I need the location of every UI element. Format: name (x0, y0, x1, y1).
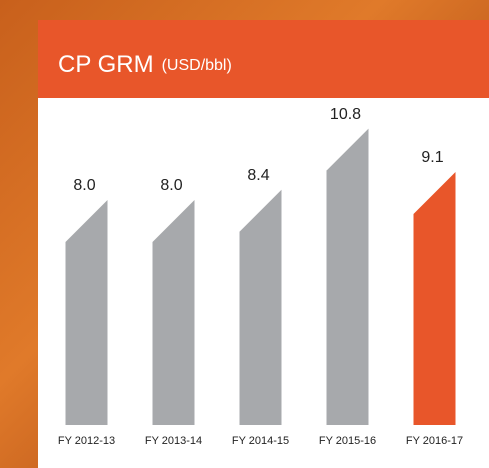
page: CP GRM (USD/bbl) FY 2012-13 8.0 FY 2013-14 8… (0, 0, 489, 468)
chart: CP GRM (USD/bbl) FY 2012-13 8.0 FY 2013-14 8… (0, 0, 489, 468)
x-tick-label: FY 2012-13 (58, 435, 115, 447)
bar (414, 172, 456, 425)
title-unit: (USD/bbl) (162, 57, 232, 74)
value-label: 8.4 (247, 167, 269, 184)
x-tick-label: FY 2015-16 (319, 435, 376, 447)
value-label: 9.1 (421, 149, 443, 166)
bar (327, 129, 369, 425)
x-tick-label: FY 2014-15 (232, 435, 289, 447)
value-label: 10.8 (330, 106, 361, 123)
x-tick-label: FY 2016-17 (406, 435, 463, 447)
value-label: 8.0 (73, 177, 95, 194)
x-tick-label: FY 2013-14 (145, 435, 202, 447)
value-label: 8.0 (160, 177, 182, 194)
title-main: CP GRM (58, 51, 154, 78)
